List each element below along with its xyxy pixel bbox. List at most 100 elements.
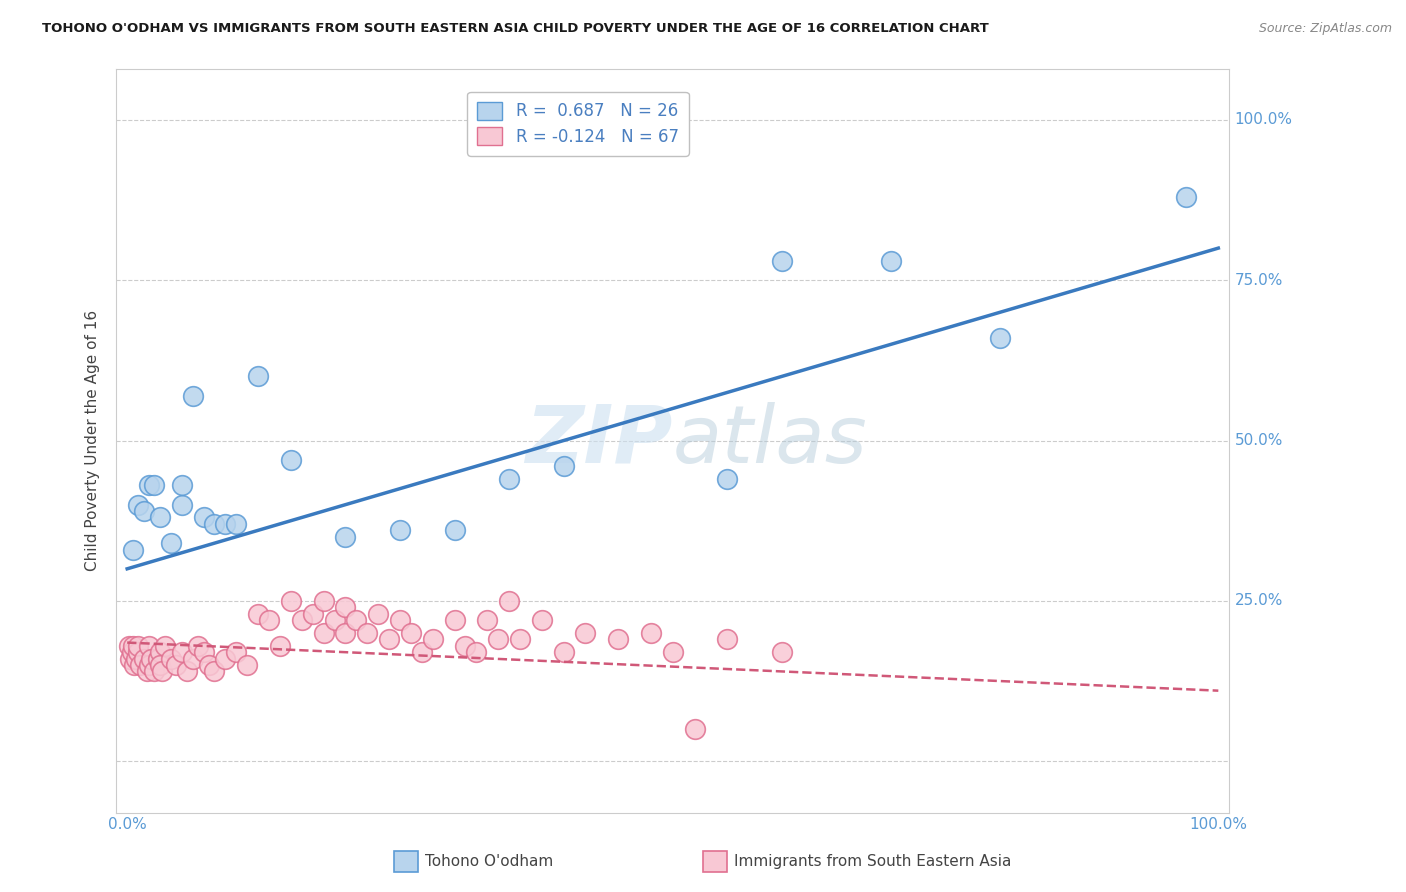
Y-axis label: Child Poverty Under the Age of 16: Child Poverty Under the Age of 16 — [86, 310, 100, 571]
Point — [388, 524, 411, 538]
Text: 50.0%: 50.0% — [1234, 433, 1284, 448]
Text: Source: ZipAtlas.com: Source: ZipAtlas.com — [1258, 22, 1392, 36]
Point — [170, 478, 193, 492]
Text: Tohono O'odham: Tohono O'odham — [425, 855, 553, 869]
Point — [204, 665, 226, 679]
Point — [143, 665, 166, 679]
Point — [269, 639, 291, 653]
Text: Immigrants from South Eastern Asia: Immigrants from South Eastern Asia — [734, 855, 1011, 869]
Point — [477, 613, 499, 627]
Point — [214, 651, 236, 665]
Point — [640, 626, 662, 640]
Point — [225, 516, 247, 531]
Text: TOHONO O'ODHAM VS IMMIGRANTS FROM SOUTH EASTERN ASIA CHILD POVERTY UNDER THE AGE: TOHONO O'ODHAM VS IMMIGRANTS FROM SOUTH … — [42, 22, 988, 36]
Point — [198, 658, 221, 673]
Point — [312, 594, 335, 608]
Point — [214, 516, 236, 531]
Point — [280, 452, 302, 467]
Point — [1174, 190, 1197, 204]
Point — [170, 645, 193, 659]
Point — [150, 665, 173, 679]
Point — [132, 651, 155, 665]
Point — [335, 626, 357, 640]
Point — [880, 254, 903, 268]
Point — [160, 536, 183, 550]
Point — [149, 645, 172, 659]
Point — [127, 498, 149, 512]
Point — [509, 632, 531, 647]
Point — [422, 632, 444, 647]
Point — [443, 524, 465, 538]
Point — [486, 632, 509, 647]
Point — [411, 645, 433, 659]
Point — [257, 613, 280, 627]
Point — [443, 613, 465, 627]
Point — [388, 613, 411, 627]
Point — [661, 645, 683, 659]
Point — [367, 607, 389, 621]
Point — [155, 639, 177, 653]
Point — [399, 626, 422, 640]
Point — [143, 478, 166, 492]
Point — [132, 504, 155, 518]
Legend: R =  0.687   N = 26, R = -0.124   N = 67: R = 0.687 N = 26, R = -0.124 N = 67 — [467, 92, 689, 156]
Point — [356, 626, 378, 640]
Point — [193, 645, 215, 659]
Point — [121, 645, 143, 659]
Point — [553, 459, 575, 474]
Point — [247, 607, 270, 621]
Point — [193, 510, 215, 524]
Point — [181, 389, 204, 403]
Point — [170, 498, 193, 512]
Point — [335, 600, 357, 615]
Point — [225, 645, 247, 659]
Point — [312, 626, 335, 640]
Point — [291, 613, 314, 627]
Point — [138, 658, 160, 673]
Point — [378, 632, 401, 647]
Point — [716, 472, 738, 486]
Point — [607, 632, 630, 647]
Point — [120, 651, 142, 665]
Text: 25.0%: 25.0% — [1234, 593, 1284, 608]
Point — [187, 639, 209, 653]
Point — [574, 626, 596, 640]
Point — [498, 472, 520, 486]
Point — [988, 331, 1011, 345]
Point — [138, 478, 160, 492]
Point — [141, 651, 163, 665]
Point — [121, 639, 143, 653]
Point — [138, 639, 160, 653]
Point — [335, 530, 357, 544]
Point — [454, 639, 477, 653]
Point — [165, 658, 187, 673]
Point — [553, 645, 575, 659]
Point — [127, 645, 149, 659]
Point — [181, 651, 204, 665]
Point — [683, 722, 706, 736]
Point — [204, 516, 226, 531]
Point — [125, 651, 148, 665]
Point — [149, 658, 172, 673]
Point — [146, 651, 169, 665]
Point — [344, 613, 367, 627]
Text: atlas: atlas — [672, 401, 868, 480]
Point — [129, 658, 152, 673]
Point — [176, 665, 198, 679]
Point — [236, 658, 259, 673]
Point — [127, 639, 149, 653]
Point — [247, 369, 270, 384]
Point — [530, 613, 553, 627]
Point — [465, 645, 488, 659]
Point — [121, 542, 143, 557]
Point — [160, 651, 183, 665]
Point — [149, 510, 172, 524]
Point — [280, 594, 302, 608]
Point — [135, 665, 157, 679]
Point — [770, 645, 793, 659]
Point — [323, 613, 346, 627]
Point — [770, 254, 793, 268]
Point — [118, 639, 141, 653]
Text: 75.0%: 75.0% — [1234, 273, 1284, 288]
Point — [716, 632, 738, 647]
